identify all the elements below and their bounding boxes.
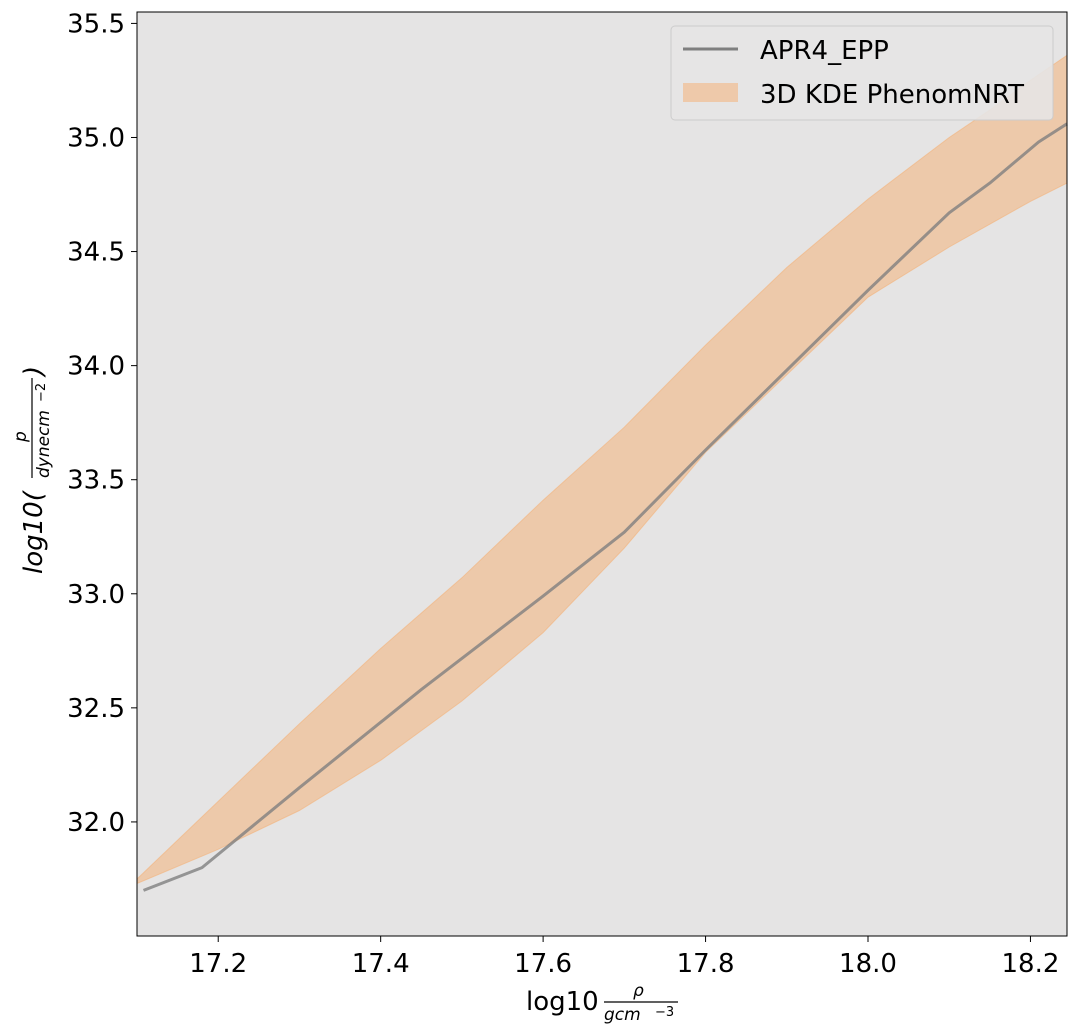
plot-frame: [136, 11, 1068, 937]
y-axis-label-denominator: dynecm: [34, 410, 54, 478]
y-tick-label: 33.0: [67, 580, 125, 610]
y-tick-label: 34.5: [67, 238, 125, 268]
x-tick-label: 17.2: [189, 949, 247, 979]
x-tick-label: 17.8: [677, 949, 735, 979]
y-tick-label: 35.5: [67, 9, 125, 39]
x-axis-label-denominator: gcm: [604, 1005, 641, 1025]
y-tick-label: 34.0: [67, 352, 125, 382]
series-line-apr4-epp: [142, 122, 1068, 892]
y-axis-ticks: 32.0 32.5 33.0 33.5 34.0 34.5 35.0 35.5: [67, 9, 137, 838]
x-tick-label: 17.4: [352, 949, 410, 979]
y-axis-label-close: ): [19, 366, 49, 378]
y-tick-label: 32.0: [67, 808, 125, 838]
legend-band-swatch: [683, 83, 738, 102]
x-axis-label: log10 ρ gcm −3: [526, 981, 678, 1025]
x-tick-label: 18.2: [1002, 949, 1060, 979]
legend-label-3d-kde-phenomnrt: 3D KDE PhenomNRT: [760, 80, 1024, 110]
y-tick-label: 32.5: [67, 694, 125, 724]
legend-label-apr4-epp: APR4_EPP: [760, 36, 889, 66]
y-axis-label-numerator: p: [11, 431, 31, 443]
x-axis-ticks: 17.2 17.4 17.6 17.8 18.0 18.2: [189, 936, 1059, 979]
x-axis-label-denominator-exp: −3: [655, 1005, 674, 1020]
x-tick-label: 17.6: [514, 949, 572, 979]
x-axis-label-main: log10: [526, 987, 599, 1017]
y-tick-label: 33.5: [67, 466, 125, 496]
y-axis-label-denominator-exp: −2: [34, 383, 49, 402]
y-tick-label: 35.0: [67, 123, 125, 153]
y-axis-label: log10( p dynecm −2 ): [11, 366, 54, 574]
legend: APR4_EPP 3D KDE PhenomNRT: [670, 25, 1054, 121]
legend-box: [670, 25, 1054, 121]
x-axis-label-numerator: ρ: [633, 981, 644, 1001]
y-axis-label-main: log10(: [19, 489, 49, 574]
line-layer: [142, 122, 1068, 892]
x-tick-label: 18.0: [839, 949, 897, 979]
